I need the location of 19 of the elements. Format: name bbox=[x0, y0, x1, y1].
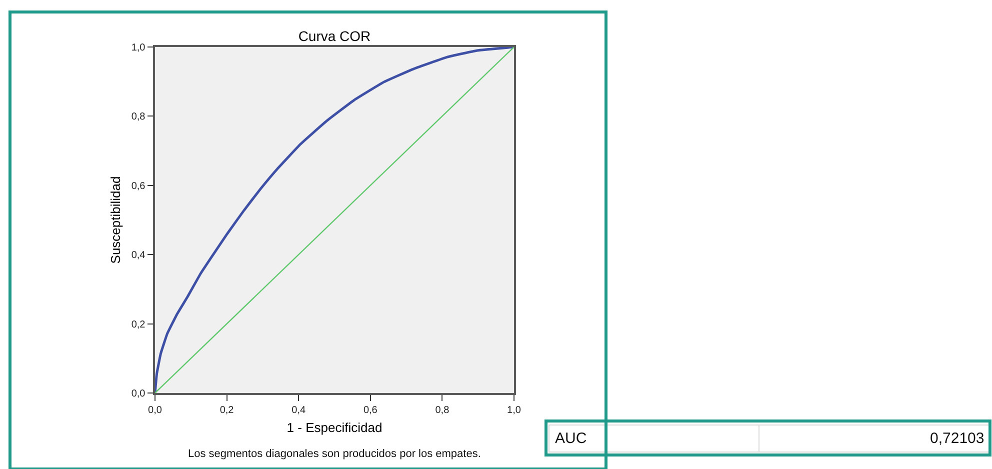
x-tick-label: 0,4 bbox=[292, 404, 306, 416]
y-tick-label: 0,0 bbox=[131, 388, 146, 400]
y-tick-label: 1,0 bbox=[131, 42, 146, 54]
x-axis-title: 1 - Especificidad bbox=[286, 420, 382, 435]
y-tick-label: 0,4 bbox=[131, 250, 146, 262]
text: AUC bbox=[555, 430, 587, 447]
y-tick-label: 0,8 bbox=[131, 112, 146, 123]
x-tick-label: 0,8 bbox=[435, 404, 450, 416]
x-tick-label: 0,0 bbox=[148, 404, 162, 416]
y-tick-label: 0,6 bbox=[131, 180, 146, 192]
x-tick-label: 0,2 bbox=[220, 404, 234, 416]
x-tick-label: 1,0 bbox=[507, 404, 522, 416]
y-axis-title: Susceptibilidad bbox=[108, 176, 123, 264]
x-tick-label: 0,6 bbox=[363, 404, 378, 416]
text: Los segmentos diagonales son producidos por los empates. bbox=[188, 448, 481, 460]
y-tick-label: 0,2 bbox=[131, 319, 146, 330]
text: 0,72103 bbox=[930, 430, 984, 447]
line-series bbox=[155, 47, 514, 393]
chart-title: Curva COR bbox=[298, 28, 371, 44]
